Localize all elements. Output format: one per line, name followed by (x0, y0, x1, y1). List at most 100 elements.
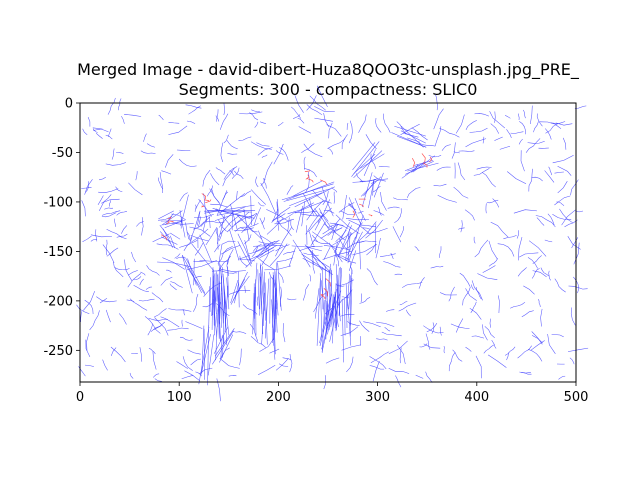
highlight-edge (368, 214, 373, 217)
segment-edge (124, 259, 133, 281)
segment-edge (152, 373, 160, 378)
segment-edge (489, 318, 491, 328)
silhouette-edge (401, 125, 424, 148)
silhouette-edge (330, 294, 336, 328)
leg-edge (224, 299, 230, 336)
segment-edge (561, 209, 576, 226)
segment-edge (220, 142, 224, 163)
segment-edge (328, 122, 333, 139)
body-edge (340, 210, 356, 215)
segment-edge (186, 120, 196, 124)
silhouette-edge (397, 136, 427, 148)
highlight-edge (205, 199, 212, 204)
segment-edge (554, 278, 566, 293)
highlight-edge (320, 295, 326, 300)
segment-edge (425, 333, 431, 350)
body-edge (275, 227, 292, 257)
body-edge (259, 235, 275, 246)
leg-edge (214, 291, 218, 327)
segment-edge (519, 252, 539, 258)
body-edge (273, 208, 279, 221)
segment-edge (85, 339, 91, 358)
segment-edge (275, 150, 284, 155)
segment-edge (482, 324, 488, 341)
segment-edge (428, 154, 442, 158)
segment-edge (280, 286, 282, 307)
segment-edge (210, 203, 228, 208)
segment-edge (531, 335, 543, 344)
silhouette-edge (361, 172, 373, 207)
body-edge (322, 251, 352, 260)
segment-edge (388, 368, 410, 374)
segment-edge (199, 367, 213, 375)
body-edge (237, 241, 252, 267)
segment-edge (327, 138, 346, 149)
highlight-edge (305, 174, 310, 180)
segment-edge (261, 248, 270, 266)
segment-edge (465, 138, 487, 148)
segment-edge (518, 138, 523, 145)
highlight-edge (306, 178, 314, 183)
body-edge (199, 234, 213, 263)
segment-edge (475, 355, 482, 379)
body-edge (229, 229, 240, 261)
segment-edge (229, 272, 238, 274)
segment-edge (544, 170, 555, 183)
segment-edge (259, 338, 275, 352)
segment-edge (92, 128, 98, 133)
body-edge (256, 255, 275, 270)
segment-edge (314, 117, 333, 122)
segment-edge (527, 257, 538, 269)
segment-edge (160, 276, 173, 286)
segment-edge (239, 190, 252, 198)
silhouette-edge (219, 334, 234, 363)
segment-edge (341, 344, 361, 351)
body-edge (234, 214, 255, 225)
segment-edge (105, 162, 126, 166)
body-edge (287, 217, 290, 232)
segment-edge (373, 175, 386, 182)
silhouette-edge (321, 303, 334, 353)
body-edge (321, 186, 334, 217)
body-edge (338, 238, 348, 251)
segment-edge (375, 117, 382, 133)
segment-edge (114, 218, 117, 227)
segment-edge (348, 120, 353, 144)
segment-edge (256, 142, 270, 147)
segment-edge (448, 352, 456, 372)
segment-edge (210, 173, 220, 186)
segment-edge (249, 323, 259, 342)
segment-edge (110, 347, 117, 357)
body-edge (249, 246, 268, 255)
segment-edge (434, 126, 442, 147)
segment-edge (575, 210, 584, 213)
highlight-edge (203, 199, 210, 202)
segment-edge (469, 307, 482, 320)
segment-edge (129, 298, 148, 311)
segment-edge (489, 111, 506, 129)
leg-edge (321, 280, 326, 326)
leg-edge (330, 268, 334, 323)
highlight-edge (325, 278, 331, 287)
segment-edge (278, 363, 289, 367)
segment-edge (487, 354, 507, 368)
segment-edge (277, 121, 284, 127)
body-edge (337, 255, 357, 264)
leg-edge (218, 281, 220, 324)
segment-edge (82, 128, 88, 136)
segment-edge (411, 127, 428, 141)
body-edge (219, 214, 240, 235)
segment-edge (376, 321, 395, 327)
segment-edge (124, 114, 142, 117)
segment-edge (102, 244, 115, 264)
silhouette-edge (294, 186, 335, 208)
body-edge (245, 244, 270, 268)
segment-edge (168, 308, 192, 312)
segment-edge (157, 177, 164, 190)
title-line-2: Segments: 300 - compactness: SLIC0 (179, 80, 478, 99)
segment-edge (499, 145, 511, 150)
x-tick-label: 200 (266, 390, 291, 405)
body-edge (323, 223, 345, 241)
body-edge (313, 239, 329, 245)
segment-edge (214, 244, 221, 253)
